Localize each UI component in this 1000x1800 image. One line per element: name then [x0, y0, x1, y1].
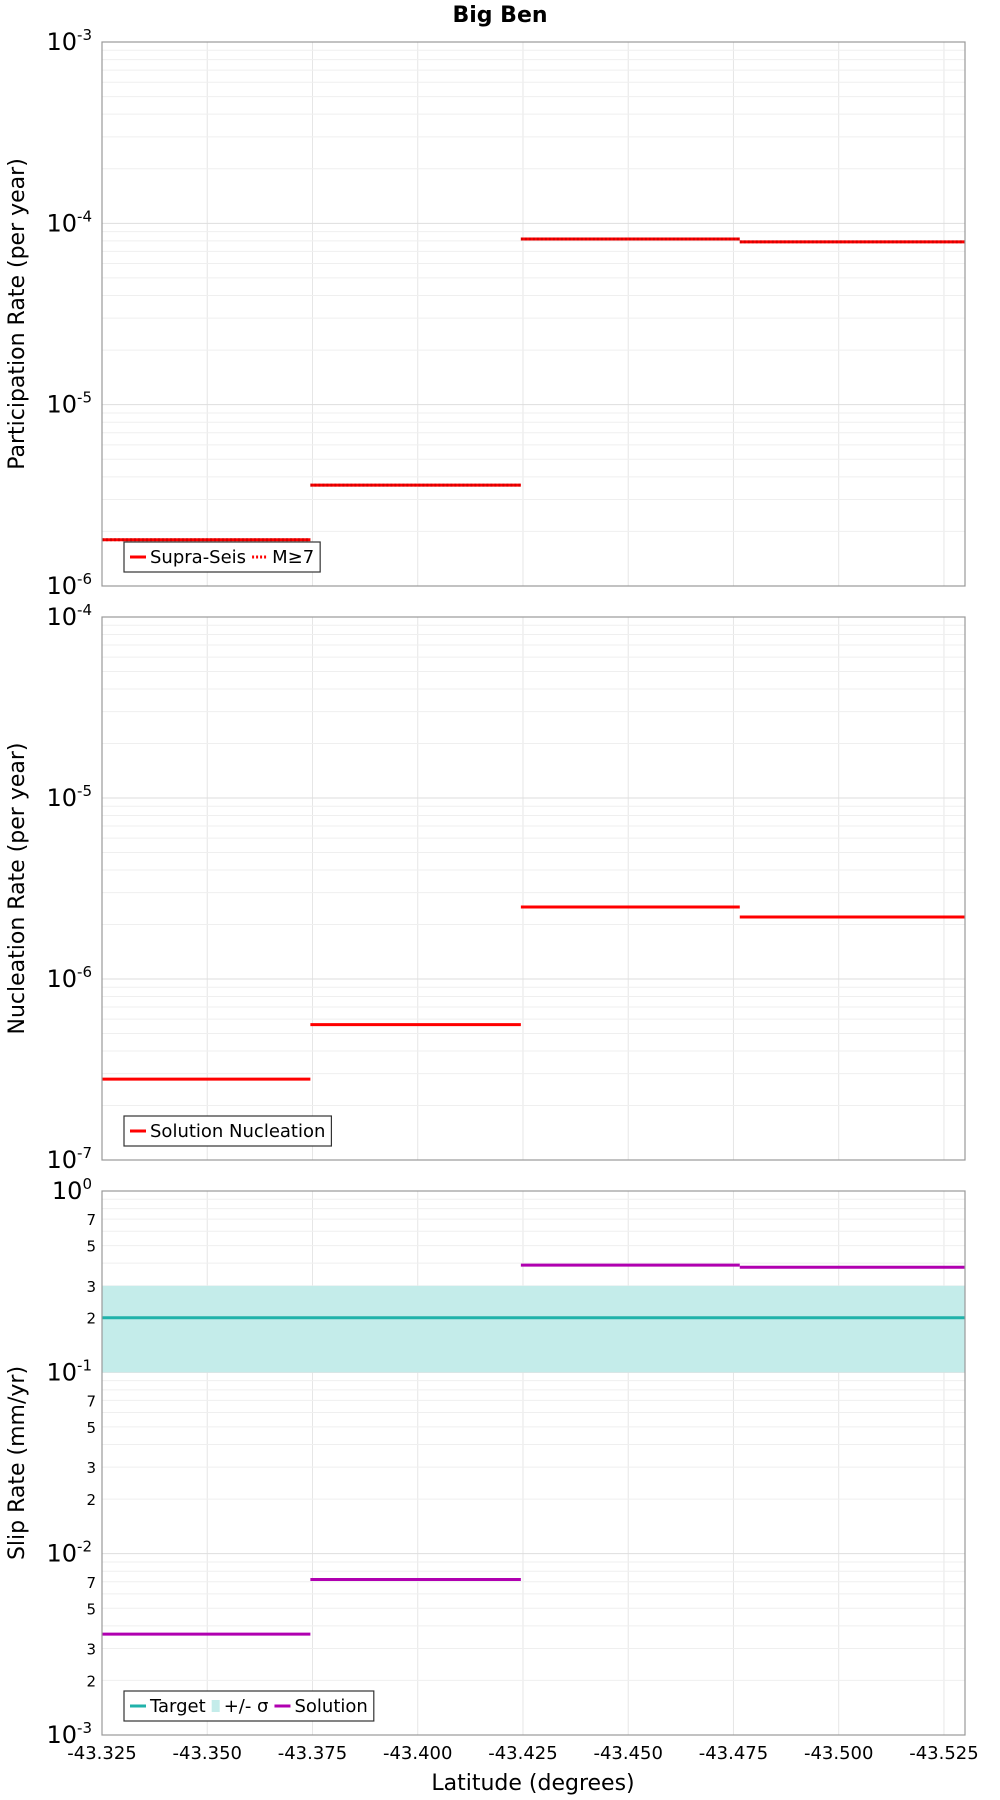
- legend: Supra-Seis M≥7: [123, 541, 321, 573]
- y-tick-label: 10-4: [46, 207, 92, 237]
- chart-title: Big Ben: [452, 3, 547, 28]
- legend-frame: [123, 541, 321, 573]
- y-tick-label: 10-6: [46, 570, 92, 600]
- y-tick-label: 100: [52, 1175, 92, 1205]
- plot-frame: [101, 41, 966, 587]
- y-tick-label: 10-5: [46, 389, 92, 419]
- legend-swatch: [211, 1700, 220, 1712]
- legend-label: Supra-Seis: [150, 547, 246, 568]
- y-tick-label: 10-5: [46, 782, 92, 812]
- legend-frame: [123, 1690, 375, 1722]
- y-minor-tick-label: 7: [86, 1574, 96, 1592]
- y-tick-label: 10-7: [46, 1144, 92, 1174]
- plot-area: [102, 1191, 965, 1735]
- y-minor-tick-label: 5: [86, 1419, 96, 1437]
- legend-label: Solution Nucleation: [150, 1121, 325, 1142]
- panel-2: 10-7 10-6 10-5 10-4 Nucleation Rate (per yea…: [5, 601, 966, 1174]
- y-minor-tick-label: 3: [86, 1278, 96, 1296]
- plot-frame: [101, 616, 966, 1161]
- y-minor-tick-label: 2: [86, 1310, 96, 1328]
- x-axis-ticks: -43.325 -43.350 -43.375 -43.400 -43.425 -43.4…: [67, 1743, 978, 1764]
- y-tick-label: 10-6: [46, 963, 92, 993]
- x-tick-label: -43.425: [488, 1743, 557, 1764]
- x-tick-label: -43.525: [909, 1743, 978, 1764]
- y-tick-label: 10-2: [46, 1538, 92, 1568]
- plot-frame: [101, 1190, 966, 1736]
- legend-label: Target: [149, 1696, 206, 1717]
- x-tick-label: -43.450: [593, 1743, 662, 1764]
- series-solution-nucleation: [102, 905, 965, 1081]
- y-minor-tick-label: 5: [86, 1238, 96, 1256]
- x-tick-label: -43.325: [67, 1743, 136, 1764]
- y-tick-label: 10-3: [46, 1719, 92, 1749]
- y-minor-tick-label: 7: [86, 1392, 96, 1410]
- y-minor-tick-label: 5: [86, 1600, 96, 1618]
- x-axis-label: Latitude (degrees): [431, 1771, 634, 1796]
- plot-area: [102, 42, 965, 586]
- legend: Target +/- σ Solution: [123, 1690, 375, 1722]
- y-axis-label: Slip Rate (mm/yr): [5, 1366, 30, 1560]
- y-minor-tick-label: 7: [86, 1211, 96, 1229]
- y-axis-label: Participation Rate (per year): [5, 158, 30, 470]
- y-tick-label: 10-1: [46, 1356, 92, 1386]
- legend-label: M≥7: [272, 547, 314, 568]
- panel-1: 10-6 10-5 10-4 10-3 Participation Rate (per …: [5, 26, 966, 600]
- legend-frame: [123, 1115, 333, 1147]
- legend-label: +/- σ: [224, 1696, 269, 1717]
- series-solution: [102, 1263, 965, 1636]
- series-m-7: [102, 237, 965, 542]
- plot-area: [102, 617, 965, 1160]
- y-axis-label: Nucleation Rate (per year): [5, 743, 30, 1035]
- y-tick-label: 10-4: [46, 601, 92, 631]
- panel-3: 10-3 10-2 10-1 100 2 3 5 7 2 3 5 7 2 3 5 7 Slip Rate (mm…: [5, 1175, 966, 1749]
- y-minor-tick-label: 2: [86, 1672, 96, 1690]
- y-tick-label: 10-3: [46, 26, 92, 56]
- sigma-band: [102, 1285, 965, 1373]
- x-tick-label: -43.350: [173, 1743, 242, 1764]
- y-minor-tick-label: 2: [86, 1491, 96, 1509]
- legend: Solution Nucleation: [123, 1115, 333, 1147]
- legend-label: Solution: [294, 1696, 367, 1717]
- y-minor-tick-label: 3: [86, 1640, 96, 1658]
- x-tick-label: -43.400: [383, 1743, 452, 1764]
- x-tick-label: -43.475: [699, 1743, 768, 1764]
- y-minor-tick-label: 3: [86, 1459, 96, 1477]
- x-tick-label: -43.375: [278, 1743, 347, 1764]
- x-tick-label: -43.500: [804, 1743, 873, 1764]
- panels: 10-6 10-5 10-4 10-3 Participation Rate (per …: [5, 26, 966, 1749]
